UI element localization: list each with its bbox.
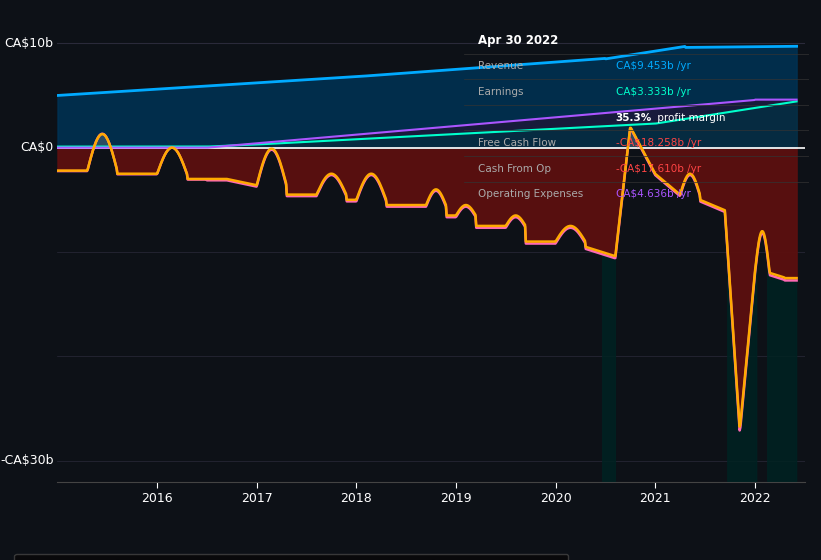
Text: Operating Expenses: Operating Expenses xyxy=(478,189,583,199)
Text: CA$9.453b /yr: CA$9.453b /yr xyxy=(616,62,690,71)
Text: CA$3.333b /yr: CA$3.333b /yr xyxy=(616,87,690,97)
Text: Free Cash Flow: Free Cash Flow xyxy=(478,138,556,148)
Text: Cash From Op: Cash From Op xyxy=(478,164,551,174)
Text: CA$10b: CA$10b xyxy=(5,37,53,50)
Text: -CA$18.258b /yr: -CA$18.258b /yr xyxy=(616,138,701,148)
Text: -CA$30b: -CA$30b xyxy=(0,454,53,467)
Text: 35.3%: 35.3% xyxy=(616,113,652,123)
Text: -CA$17.610b /yr: -CA$17.610b /yr xyxy=(616,164,700,174)
Text: profit margin: profit margin xyxy=(654,113,725,123)
Text: Apr 30 2022: Apr 30 2022 xyxy=(478,34,558,47)
Legend: Revenue, Earnings, Free Cash Flow, Cash From Op, Operating Expenses: Revenue, Earnings, Free Cash Flow, Cash … xyxy=(15,554,568,560)
Text: Revenue: Revenue xyxy=(478,62,523,71)
Text: CA$4.636b /yr: CA$4.636b /yr xyxy=(616,189,690,199)
Text: CA$0: CA$0 xyxy=(21,141,53,154)
Text: Earnings: Earnings xyxy=(478,87,523,97)
